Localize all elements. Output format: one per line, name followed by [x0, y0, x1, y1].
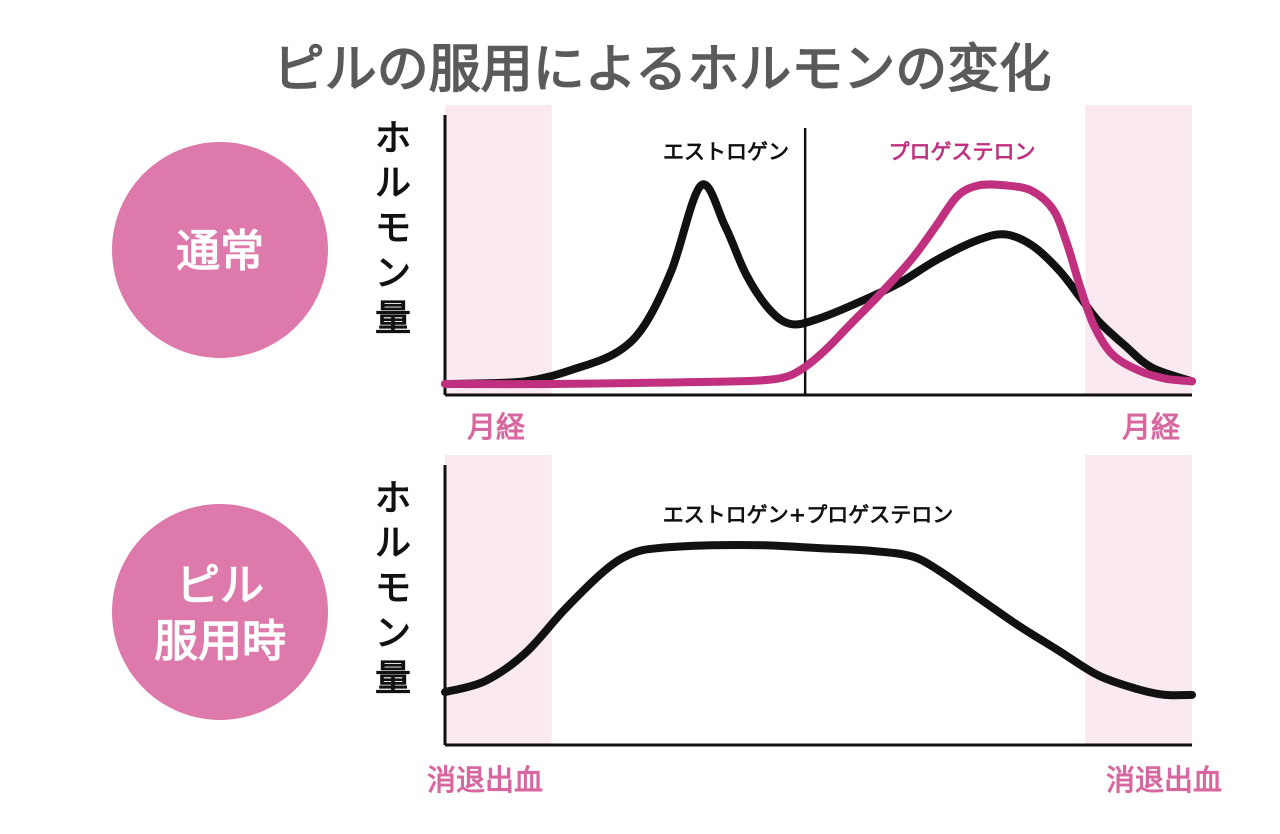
y-axis-label-char: ン [375, 253, 411, 294]
y-axis-label-char: ル [375, 523, 411, 564]
shaded-band [445, 455, 552, 745]
badge-label: ピル [176, 560, 264, 611]
band-label: 月経 [466, 410, 526, 444]
shaded-band [1085, 455, 1192, 745]
series-line [441, 180, 1196, 389]
y-axis-label-char: ン [375, 613, 411, 654]
y-axis-label-char: ホ [375, 118, 411, 159]
series-label: エストロゲン+プロゲステロン [663, 503, 954, 527]
badge-label: 服用時 [154, 616, 286, 667]
badge-circle [112, 504, 328, 720]
shaded-band [445, 105, 552, 395]
series-label: エストロゲン [663, 140, 789, 164]
y-axis-label-char: モ [375, 568, 411, 609]
page-title: ピルの服用によるホルモンの変化 [273, 40, 1051, 100]
y-axis-label-char: 量 [375, 658, 411, 699]
badge-circle [112, 142, 328, 358]
shaded-band [1085, 105, 1192, 395]
y-axis-label-char: モ [375, 208, 411, 249]
band-label: 消退出血 [427, 763, 543, 797]
y-axis-label-char: ホ [375, 478, 411, 519]
band-label: 月経 [1121, 410, 1181, 444]
y-axis-label-char: ル [375, 163, 411, 204]
series-line [441, 541, 1196, 700]
band-label: 消退出血 [1106, 763, 1222, 797]
badge-label: 通常 [176, 226, 264, 277]
series-label: プロゲステロン [889, 140, 1036, 164]
y-axis-label-char: 量 [375, 298, 411, 339]
